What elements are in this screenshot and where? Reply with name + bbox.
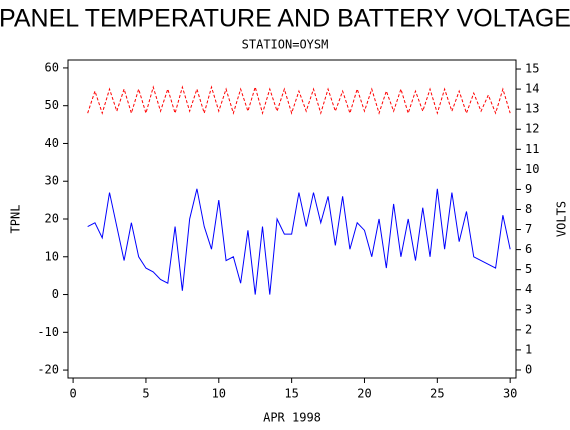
y2-tick-label: 15 <box>525 62 539 76</box>
x-tick-label: 25 <box>430 387 444 401</box>
y2-tick-label: 8 <box>525 202 532 216</box>
y2-tick-label: 1 <box>525 342 532 356</box>
y2-axis-label: VOLTS <box>555 201 569 237</box>
y2-tick-label: 7 <box>525 222 532 236</box>
x-axis-label: APR 1998 <box>263 411 321 425</box>
x-tick-label: 0 <box>69 387 76 401</box>
y2-tick-label: 10 <box>525 162 539 176</box>
y2-tick-label: 6 <box>525 242 532 256</box>
y2-tick-label: 12 <box>525 122 539 136</box>
y2-tick-label: 11 <box>525 142 539 156</box>
x-tick-label: 30 <box>503 387 517 401</box>
y-tick-label: 60 <box>45 60 59 74</box>
y2-tick-label: 5 <box>525 262 532 276</box>
series-line <box>87 85 511 115</box>
y2-tick-label: 14 <box>525 82 539 96</box>
y-tick-label: -10 <box>37 325 59 339</box>
x-tick-label: 15 <box>284 387 298 401</box>
series-line <box>87 188 511 295</box>
y2-tick-label: 2 <box>525 322 532 336</box>
y-tick-label: 10 <box>45 249 59 263</box>
y-tick-label: 0 <box>52 287 59 301</box>
y-tick-label: 50 <box>45 98 59 112</box>
chart-subtitle: STATION=OYSM <box>242 38 329 52</box>
y-tick-label: 30 <box>45 174 59 188</box>
y-axis-label: TPNL <box>9 205 23 234</box>
y-tick-label: -20 <box>37 363 59 377</box>
chart-title: PANEL TEMPERATURE AND BATTERY VOLTAGE <box>0 5 570 33</box>
x-tick-label: 10 <box>212 387 226 401</box>
y-tick-label: 40 <box>45 136 59 150</box>
y-tick-label: 20 <box>45 212 59 226</box>
y2-tick-label: 4 <box>525 282 532 296</box>
y2-tick-label: 3 <box>525 302 532 316</box>
y2-tick-label: 0 <box>525 362 532 376</box>
y2-tick-label: 9 <box>525 182 532 196</box>
x-tick-label: 20 <box>357 387 371 401</box>
x-tick-label: 5 <box>142 387 149 401</box>
y2-tick-label: 13 <box>525 102 539 116</box>
